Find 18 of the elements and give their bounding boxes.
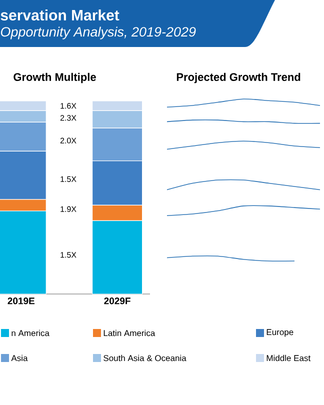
- annotation: 1.5X: [60, 252, 76, 258]
- x-tick-label: 2019E: [8, 298, 35, 304]
- legend-label: n America: [12, 330, 50, 336]
- annotation: 1.6X: [60, 103, 76, 109]
- legend-label: Latin America: [104, 330, 156, 336]
- annotation: 1.5X: [60, 176, 76, 182]
- chart-title: servation Market: [0, 10, 120, 21]
- annotation: 2.3X: [60, 115, 76, 121]
- annotation: 2.0X: [60, 138, 76, 144]
- chart-subtitle: Opportunity Analysis, 2019-2029: [0, 26, 196, 40]
- text: Growth Multiple: [14, 72, 96, 84]
- chart-title: Projected Growth Trend: [176, 72, 300, 84]
- legend-label: Middle East: [266, 354, 311, 362]
- legend-label: Asia: [11, 354, 28, 362]
- annotation: 1.9X: [60, 206, 76, 212]
- legend-label: South Asia & Oceania: [104, 354, 186, 362]
- legend-label: Europe: [266, 329, 294, 337]
- x-tick-label: 2029F: [104, 298, 130, 304]
